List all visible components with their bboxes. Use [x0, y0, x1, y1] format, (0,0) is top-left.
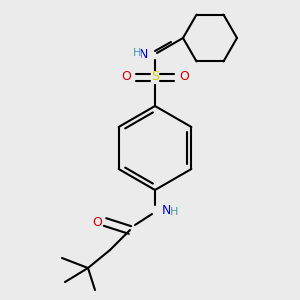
Text: H: H: [170, 207, 178, 217]
Text: N: N: [162, 203, 171, 217]
Text: O: O: [92, 215, 102, 229]
Text: O: O: [179, 70, 189, 83]
Text: O: O: [121, 70, 131, 83]
Text: S: S: [151, 70, 159, 83]
Text: H: H: [133, 48, 141, 58]
Text: N: N: [139, 49, 148, 62]
